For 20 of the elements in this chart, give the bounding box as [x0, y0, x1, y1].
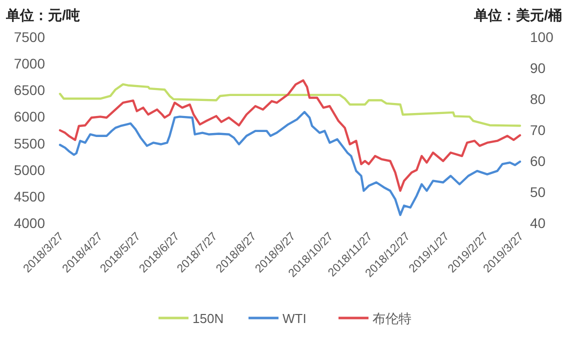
y-tick-label: 4500 [14, 188, 46, 204]
y-tick-label: 6000 [14, 108, 46, 125]
legend-label: WTI [282, 311, 306, 326]
y-tick-label: 7500 [14, 29, 46, 45]
y2-tick-label: 90 [530, 60, 546, 76]
y-tick-label: 5500 [14, 135, 46, 152]
y-axis-title: 单位：元/吨 [5, 7, 80, 23]
y-tick-label: 4000 [14, 215, 46, 231]
y-tick-label: 6500 [14, 82, 46, 98]
y-tick-label: 7000 [14, 56, 46, 72]
y2-axis-title: 单位：美元/桶 [473, 7, 562, 23]
y-tick-label: 5000 [14, 162, 46, 178]
legend-label: 150N [192, 311, 224, 326]
y2-tick-label: 60 [530, 153, 546, 169]
legend-label: 布伦特 [372, 311, 412, 326]
y2-tick-label: 40 [530, 215, 546, 231]
y2-tick-label: 100 [530, 29, 554, 45]
y2-tick-label: 50 [530, 184, 546, 200]
y2-tick-label: 80 [530, 91, 546, 107]
y2-tick-label: 70 [530, 122, 546, 138]
